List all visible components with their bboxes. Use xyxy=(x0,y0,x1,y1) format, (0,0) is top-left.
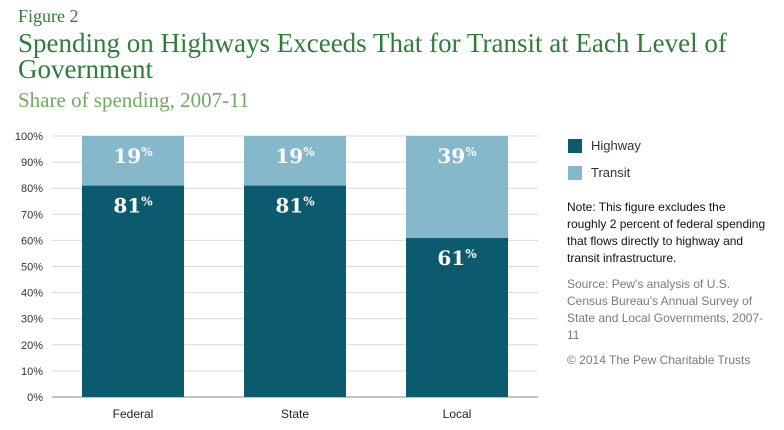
bar-transit-local xyxy=(406,136,508,238)
chart-subtitle: Share of spending, 2007-11 xyxy=(18,88,250,112)
legend-item-transit: Transit xyxy=(568,165,641,180)
chart-note: Note: This figure excludes the roughly 2… xyxy=(567,200,766,265)
y-tick-label: 20% xyxy=(21,340,43,352)
bar-transit-state xyxy=(244,136,346,186)
y-tick-label: 40% xyxy=(21,288,43,300)
y-tick-label: 80% xyxy=(21,183,43,195)
x-tick-label: State xyxy=(281,407,309,421)
x-tick-label: Federal xyxy=(113,407,154,421)
chart-source: Source: Pew's analysis of U.S. Census Bu… xyxy=(567,277,764,342)
y-tick-label: 0% xyxy=(27,392,43,404)
bar-highway-local xyxy=(406,237,508,397)
legend-label-highway: Highway xyxy=(591,138,641,153)
x-tick-label: Local xyxy=(443,407,472,421)
legend-swatch-transit xyxy=(568,165,582,180)
bar-highway-state xyxy=(244,185,346,397)
y-tick-label: 10% xyxy=(21,366,43,378)
y-tick-label: 100% xyxy=(15,131,43,143)
y-tick-label: 60% xyxy=(21,235,43,247)
figure-label: Figure 2 xyxy=(18,6,79,26)
y-tick-label: 70% xyxy=(21,209,43,221)
y-tick-label: 50% xyxy=(21,262,43,274)
legend: Highway Transit xyxy=(568,138,641,192)
y-tick-label: 90% xyxy=(21,157,43,169)
y-tick-label: 30% xyxy=(21,314,43,326)
bar-transit-federal xyxy=(82,136,184,186)
bar-highway-federal xyxy=(82,185,184,397)
copyright: © 2014 The Pew Charitable Trusts xyxy=(567,353,751,367)
data-label-transit-state: 19% xyxy=(275,144,315,168)
chart-title: Spending on Highways Exceeds That for Tr… xyxy=(18,28,727,84)
legend-swatch-highway xyxy=(568,138,582,153)
legend-item-highway: Highway xyxy=(568,138,641,153)
legend-label-transit: Transit xyxy=(591,165,631,180)
